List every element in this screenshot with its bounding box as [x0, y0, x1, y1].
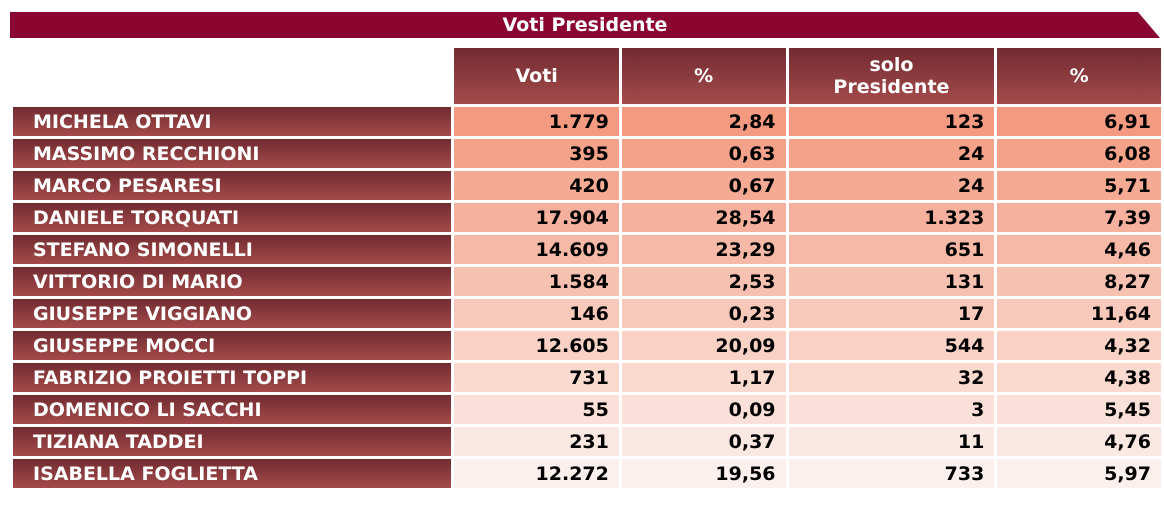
candidate-name: STEFANO SIMONELLI	[13, 235, 452, 264]
solo-cell: 32	[788, 363, 995, 392]
solo-pct-cell: 5,97	[997, 459, 1161, 488]
voti-cell: 420	[454, 171, 619, 200]
solo-cell: 651	[788, 235, 995, 264]
pct-cell: 0,37	[621, 427, 786, 456]
table-row: GIUSEPPE VIGGIANO 146 0,23 17 11,64	[13, 299, 1161, 328]
table-row: DOMENICO LI SACCHI 55 0,09 3 5,45	[13, 395, 1161, 424]
candidate-name: VITTORIO DI MARIO	[13, 267, 452, 296]
voti-cell: 1.779	[454, 107, 619, 136]
table-row: FABRIZIO PROIETTI TOPPI 731 1,17 32 4,38	[13, 363, 1161, 392]
candidate-name: DANIELE TORQUATI	[13, 203, 452, 232]
solo-pct-cell: 4,32	[997, 331, 1161, 360]
solo-pct-cell: 11,64	[997, 299, 1161, 328]
candidate-name: TIZIANA TADDEI	[13, 427, 452, 456]
candidate-name: GIUSEPPE VIGGIANO	[13, 299, 452, 328]
table-row: GIUSEPPE MOCCI 12.605 20,09 544 4,32	[13, 331, 1161, 360]
voti-cell: 12.605	[454, 331, 619, 360]
solo-cell: 24	[788, 139, 995, 168]
pct-cell: 0,09	[621, 395, 786, 424]
pct-cell: 2,53	[621, 267, 786, 296]
voti-cell: 55	[454, 395, 619, 424]
solo-pct-cell: 5,45	[997, 395, 1161, 424]
header-voti: Voti	[454, 48, 619, 104]
solo-pct-cell: 5,71	[997, 171, 1161, 200]
solo-pct-cell: 8,27	[997, 267, 1161, 296]
table-row: STEFANO SIMONELLI 14.609 23,29 651 4,46	[13, 235, 1161, 264]
solo-pct-cell: 4,46	[997, 235, 1161, 264]
header-blank	[13, 48, 451, 104]
solo-cell: 17	[788, 299, 995, 328]
table-row: DANIELE TORQUATI 17.904 28,54 1.323 7,39	[13, 203, 1161, 232]
results-table: Voti % solo Presidente % MICHELA OTTAVI …	[10, 45, 1164, 491]
table-row: ISABELLA FOGLIETTA 12.272 19,56 733 5,97	[13, 459, 1161, 488]
candidate-name: ISABELLA FOGLIETTA	[13, 459, 452, 488]
candidate-name: FABRIZIO PROIETTI TOPPI	[13, 363, 452, 392]
pct-cell: 0,23	[621, 299, 786, 328]
candidate-name: MASSIMO RECCHIONI	[13, 139, 452, 168]
solo-cell: 1.323	[788, 203, 995, 232]
table-row: TIZIANA TADDEI 231 0,37 11 4,76	[13, 427, 1161, 456]
table-row: VITTORIO DI MARIO 1.584 2,53 131 8,27	[13, 267, 1161, 296]
pct-cell: 19,56	[621, 459, 786, 488]
table-title: Voti Presidente	[10, 12, 1160, 38]
pct-cell: 20,09	[621, 331, 786, 360]
pct-cell: 28,54	[621, 203, 786, 232]
header-row: Voti % solo Presidente %	[13, 48, 1161, 104]
header-pct: %	[621, 48, 786, 104]
candidate-name: MICHELA OTTAVI	[13, 107, 452, 136]
solo-cell: 11	[788, 427, 995, 456]
pct-cell: 1,17	[621, 363, 786, 392]
header-solo-presidente: solo Presidente	[788, 48, 995, 104]
pct-cell: 23,29	[621, 235, 786, 264]
solo-cell: 3	[788, 395, 995, 424]
pct-cell: 0,63	[621, 139, 786, 168]
solo-pct-cell: 4,76	[997, 427, 1161, 456]
candidate-name: GIUSEPPE MOCCI	[13, 331, 452, 360]
solo-cell: 544	[788, 331, 995, 360]
solo-cell: 733	[788, 459, 995, 488]
solo-pct-cell: 6,08	[997, 139, 1161, 168]
candidate-name: DOMENICO LI SACCHI	[13, 395, 452, 424]
table-row: MARCO PESARESI 420 0,67 24 5,71	[13, 171, 1161, 200]
solo-pct-cell: 7,39	[997, 203, 1161, 232]
solo-cell: 24	[788, 171, 995, 200]
pct-cell: 2,84	[621, 107, 786, 136]
candidate-name: MARCO PESARESI	[13, 171, 452, 200]
table-row: MASSIMO RECCHIONI 395 0,63 24 6,08	[13, 139, 1161, 168]
pct-cell: 0,67	[621, 171, 786, 200]
header-solo-pct: %	[997, 48, 1161, 104]
voti-cell: 231	[454, 427, 619, 456]
table-row: MICHELA OTTAVI 1.779 2,84 123 6,91	[13, 107, 1161, 136]
voti-cell: 14.609	[454, 235, 619, 264]
voti-cell: 731	[454, 363, 619, 392]
solo-pct-cell: 4,38	[997, 363, 1161, 392]
voti-cell: 17.904	[454, 203, 619, 232]
voti-cell: 12.272	[454, 459, 619, 488]
voti-cell: 395	[454, 139, 619, 168]
voti-cell: 1.584	[454, 267, 619, 296]
solo-cell: 123	[788, 107, 995, 136]
solo-cell: 131	[788, 267, 995, 296]
voti-cell: 146	[454, 299, 619, 328]
solo-pct-cell: 6,91	[997, 107, 1161, 136]
